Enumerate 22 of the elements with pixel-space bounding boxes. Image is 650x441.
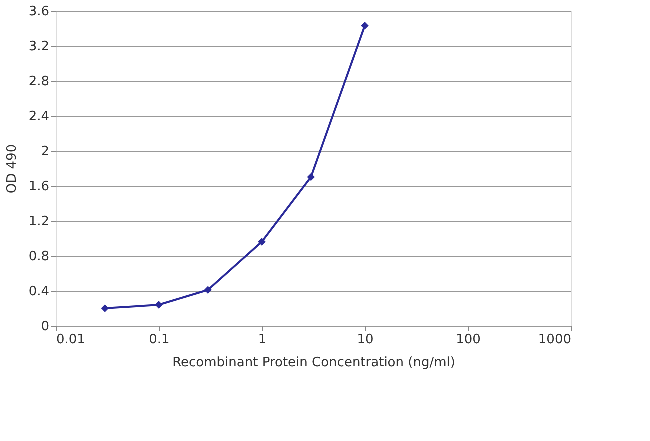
x-tick-label: 10	[357, 332, 374, 348]
y-tick-label: 0	[41, 320, 50, 334]
y-tick-label: 3.2	[28, 40, 50, 54]
y-tick-label: 2.8	[28, 74, 50, 90]
x-tick-label: 1000	[538, 332, 572, 348]
x-tick-label: 0.1	[149, 332, 170, 348]
y-tick-label: 2.4	[28, 110, 50, 124]
point	[258, 238, 266, 246]
y-tick-label: 0.4	[28, 284, 50, 300]
y-tick-label: 1.6	[28, 180, 50, 194]
x-axis-title: Recombinant Protein Concentration (ng/ml)	[172, 356, 456, 370]
y-tick-label: 1.2	[28, 214, 50, 230]
y-tick-label: 3.6	[28, 4, 50, 20]
y-tick-label: 2	[41, 144, 50, 160]
point	[204, 286, 212, 294]
point	[361, 22, 369, 30]
x-tick-label: 100	[456, 332, 481, 348]
point	[101, 304, 110, 312]
x-tick-label: 1	[258, 332, 267, 348]
x-tick-label: 0.01	[56, 332, 86, 348]
y-axis-title: OD 490	[4, 144, 20, 194]
y-tick-label: 0.8	[28, 250, 50, 264]
